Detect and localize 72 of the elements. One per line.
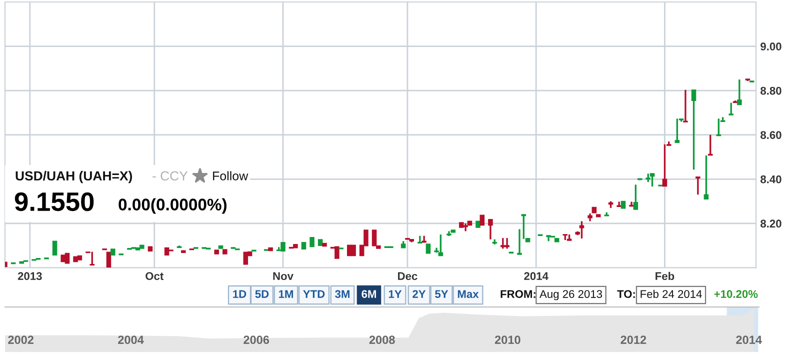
y-tick-label: 8.40 (760, 175, 782, 184)
candlestick (351, 244, 356, 256)
x-tick-label: 2012 (620, 336, 646, 344)
text: 1Y (388, 290, 402, 298)
annotation: - CCY (152, 171, 188, 181)
candlestick (579, 220, 584, 240)
y-tick-label: 8.20 (760, 220, 782, 228)
candlestick (243, 252, 248, 265)
text: Feb 24 2014 (640, 290, 702, 298)
candlestick (708, 134, 713, 156)
text: 6M (362, 290, 376, 298)
text: 3M (335, 290, 350, 298)
candlestick (728, 102, 734, 116)
text: TO: (617, 290, 635, 298)
candlestick (346, 244, 352, 256)
candlestick (662, 144, 668, 188)
x-tick-label: 2008 (369, 336, 395, 344)
candlestick (372, 230, 377, 246)
candlestick (106, 252, 112, 268)
candlestick (90, 250, 95, 266)
x-tick-label: Feb (656, 272, 674, 280)
candlestick (310, 236, 314, 248)
candlestick (616, 200, 622, 208)
text: +10.20% (714, 290, 758, 298)
y-tick-label: 8.60 (760, 131, 782, 139)
x-tick-label: 2006 (244, 336, 270, 344)
annotation: 9.1550 (14, 192, 94, 212)
candlestick (504, 237, 510, 250)
x-tick-label: Nov (273, 272, 294, 280)
y-tick-label: 9.00 (760, 42, 782, 50)
candlestick (691, 89, 696, 170)
text: 1D (233, 290, 246, 298)
annotation: USD/UAH (UAH=X) (16, 170, 132, 184)
x-tick-label: Oct (146, 272, 164, 280)
text: YTD (303, 290, 325, 298)
candlestick (334, 246, 340, 259)
x-tick-label: 2014 (736, 336, 762, 344)
x-tick-label: 2002 (8, 336, 34, 344)
x-tick-label: 2010 (494, 336, 520, 344)
candlestick (521, 214, 526, 240)
candlestick (629, 200, 634, 207)
text: Max (458, 290, 479, 298)
candlestick (480, 214, 485, 226)
candlestick (704, 154, 709, 200)
annotation: 0.00(0.0000%) (118, 198, 227, 214)
candlestick (633, 184, 638, 210)
candlestick (716, 118, 722, 137)
candlestick (488, 218, 493, 240)
candlestick (418, 234, 422, 244)
text: 1M (278, 290, 293, 298)
x-tick-label: Dec (398, 272, 418, 280)
y-tick-label: 8.80 (760, 86, 782, 95)
text: Aug 26 2013 (540, 290, 602, 300)
candlestick (683, 89, 688, 123)
text: 5D (255, 290, 269, 298)
candlestick (426, 244, 431, 254)
text: FROM: (500, 290, 536, 298)
candlestick (517, 228, 522, 256)
candlestick (674, 118, 680, 144)
text: 2Y (412, 290, 426, 298)
x-tick-label: 2014 (524, 272, 548, 280)
text: 5Y (435, 290, 448, 298)
candlestick (64, 252, 70, 264)
candlestick (52, 240, 58, 256)
candlestick (650, 172, 655, 188)
x-tick-label: 2004 (118, 336, 144, 344)
candlestick (737, 78, 742, 106)
candlestick (500, 237, 506, 250)
x-tick-label: 2013 (18, 272, 42, 280)
candlestick (438, 234, 444, 257)
candlestick (696, 176, 700, 196)
annotation: Follow (213, 171, 248, 180)
